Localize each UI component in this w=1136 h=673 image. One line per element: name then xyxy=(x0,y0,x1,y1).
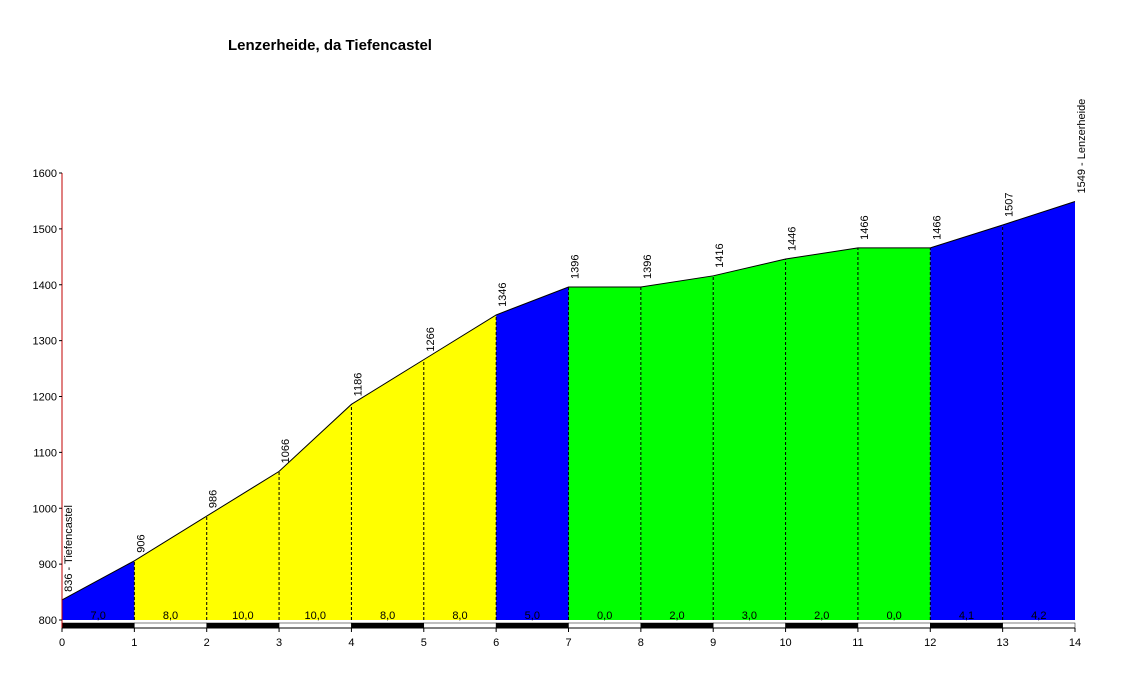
elevation-label: 1466 xyxy=(931,215,943,239)
x-tick-label: 9 xyxy=(710,637,716,649)
elevation-label: 1507 xyxy=(1004,192,1016,216)
x-tick-label: 11 xyxy=(852,637,863,649)
segment-label: 10,0 xyxy=(305,610,326,622)
x-tick-label: 10 xyxy=(779,637,791,649)
x-tick-label: 5 xyxy=(421,637,427,649)
segment-area xyxy=(568,286,641,620)
segment-area xyxy=(351,359,424,620)
segment-area xyxy=(930,224,1003,620)
segment-area xyxy=(640,275,714,620)
elevation-label: 1416 xyxy=(714,243,726,267)
x-tick-label: 14 xyxy=(1069,637,1081,649)
x-tick-label: 6 xyxy=(493,637,499,649)
km-bar xyxy=(278,622,352,629)
segment-label: 8,0 xyxy=(380,610,395,622)
km-bar xyxy=(640,622,714,629)
km-bar xyxy=(785,622,859,629)
segment-area xyxy=(1002,201,1075,620)
elevation-label: 1466 xyxy=(859,215,871,239)
elevation-label: 1186 xyxy=(352,373,364,397)
y-tick-label: 1600 xyxy=(33,168,57,180)
km-bar xyxy=(134,622,207,629)
x-tick-label: 7 xyxy=(565,637,571,649)
segment-label: 2,0 xyxy=(669,610,684,622)
segment-label: 2,0 xyxy=(814,610,829,622)
segment-area xyxy=(785,247,858,620)
y-tick-label: 1100 xyxy=(33,447,57,459)
elevation-label: 1066 xyxy=(280,439,292,463)
y-tick-label: 1200 xyxy=(33,392,57,404)
elevation-label: 1266 xyxy=(425,327,437,351)
elevation-label: 1396 xyxy=(570,255,582,279)
segment-area xyxy=(134,516,207,620)
y-tick-label: 1500 xyxy=(33,224,57,236)
km-bar xyxy=(495,622,569,629)
elevation-label: 1446 xyxy=(787,227,799,251)
y-tick-label: 1300 xyxy=(33,336,57,348)
x-tick-label: 12 xyxy=(924,637,936,649)
elevation-label: 1346 xyxy=(497,282,509,306)
segment-label: 5,0 xyxy=(525,610,540,622)
segment-area xyxy=(496,286,569,620)
km-bar xyxy=(568,622,642,629)
profile-line xyxy=(61,201,1076,601)
y-tick-label: 800 xyxy=(39,615,57,627)
y-tick-label: 1000 xyxy=(33,503,57,515)
segment-label: 8,0 xyxy=(452,610,467,622)
segment-label: 7,0 xyxy=(91,610,106,622)
segment-area xyxy=(713,259,786,620)
km-bar xyxy=(351,622,425,629)
segment-area xyxy=(206,471,280,620)
y-tick-label: 1400 xyxy=(33,280,57,292)
segment-label: 4,1 xyxy=(959,610,974,622)
segment-label: 0,0 xyxy=(597,610,612,622)
elevation-label: 906 xyxy=(135,534,147,552)
segment-label: 3,0 xyxy=(742,610,757,622)
x-tick-label: 0 xyxy=(59,637,65,649)
x-tick-label: 1 xyxy=(131,637,137,649)
km-bar xyxy=(423,622,497,629)
x-tick-label: 2 xyxy=(204,637,210,649)
km-bar xyxy=(857,622,931,629)
km-bar xyxy=(61,622,135,629)
km-bar xyxy=(930,622,1003,629)
segment-area xyxy=(62,560,135,620)
x-tick-label: 8 xyxy=(638,637,644,649)
elevation-label: 836 - Tiefencastel xyxy=(63,505,75,592)
segment-area xyxy=(423,314,497,620)
x-tick-label: 4 xyxy=(348,637,354,649)
segment-label: 8,0 xyxy=(163,610,178,622)
elevation-label: 1549 - Lenzerheide xyxy=(1076,99,1088,194)
km-bar xyxy=(712,622,786,629)
segment-label: 10,0 xyxy=(232,610,253,622)
x-tick-label: 3 xyxy=(276,637,282,649)
elevation-label: 986 xyxy=(208,490,220,508)
x-tick-label: 13 xyxy=(997,637,1009,649)
elevation-label: 1396 xyxy=(642,255,654,279)
segment-area xyxy=(857,247,931,620)
km-bar xyxy=(206,622,280,629)
km-bar xyxy=(1002,622,1076,629)
y-tick-label: 900 xyxy=(39,559,57,571)
chart-title: Lenzerheide, da Tiefencastel xyxy=(228,37,432,54)
segment-label: 4,2 xyxy=(1031,610,1046,622)
segment-label: 0,0 xyxy=(886,610,901,622)
segment-area xyxy=(279,404,352,620)
